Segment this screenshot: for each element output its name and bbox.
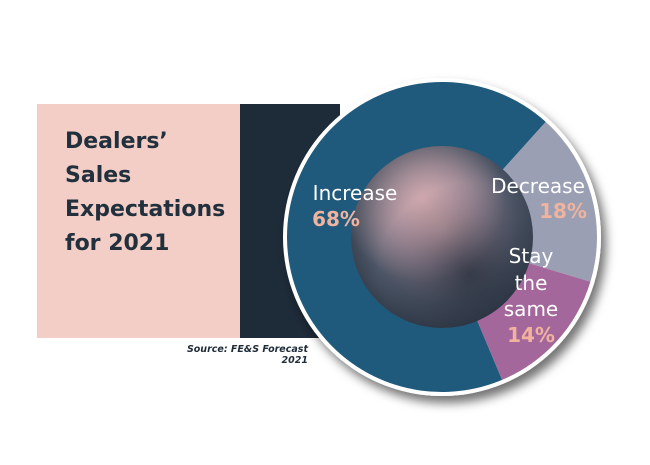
label-stay-line-3: same (504, 297, 558, 321)
sky-photo-shadow (351, 146, 533, 328)
value-decrease: 18% (539, 199, 587, 223)
label-increase: Increase (313, 181, 398, 205)
value-increase: 68% (312, 207, 360, 231)
source-note: Source: FE&S Forecast 2021 (186, 344, 308, 366)
value-stay-the-same: 14% (507, 323, 555, 347)
chart-title: Dealers’ Sales Expectations for 2021 (65, 129, 226, 256)
title-panel (37, 104, 240, 338)
label-stay-line-1: Stay (509, 244, 554, 268)
label-stay-line-2: the (515, 271, 548, 295)
label-decrease: Decrease (491, 174, 585, 198)
